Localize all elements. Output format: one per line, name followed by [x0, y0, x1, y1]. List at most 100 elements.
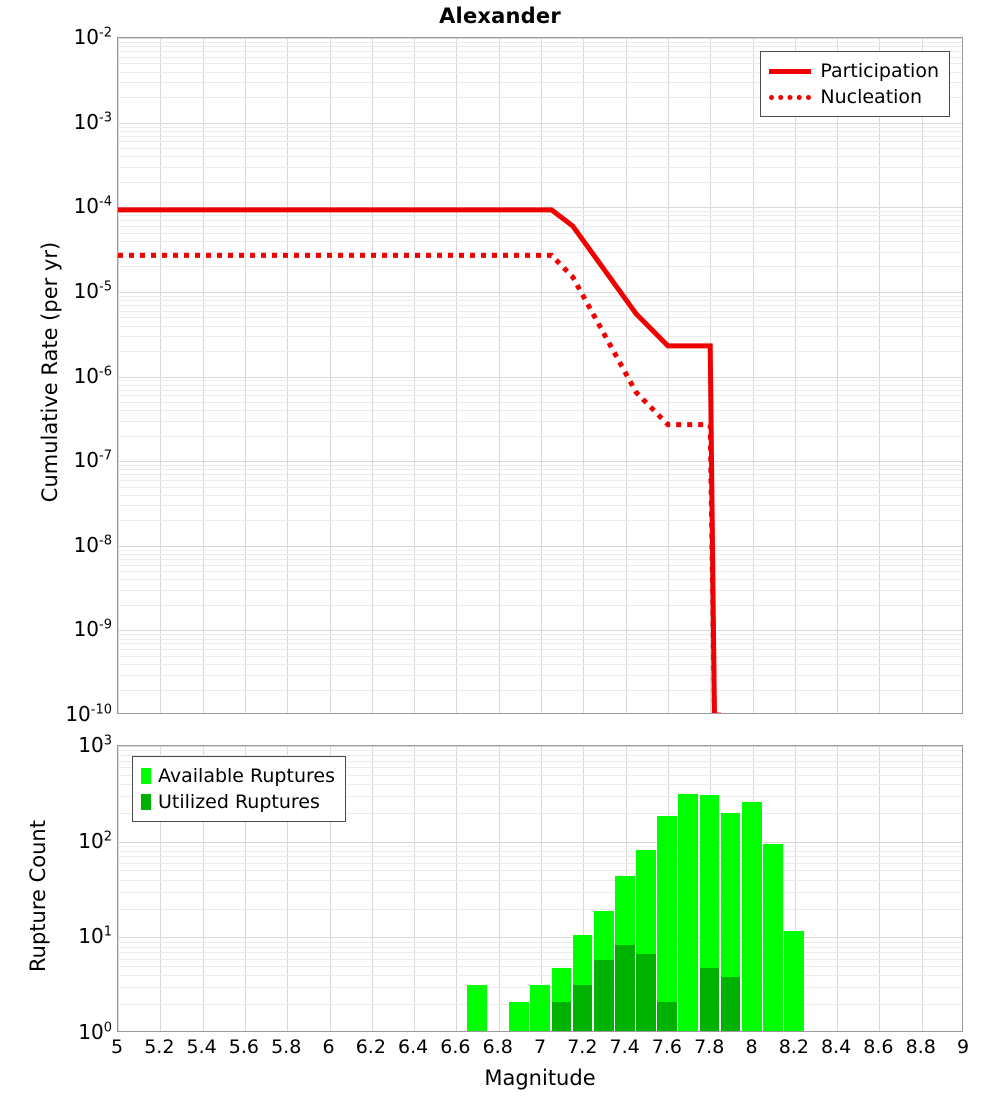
top-legend: Participation Nucleation — [760, 51, 950, 117]
legend-item-utilized-ruptures[interactable]: Utilized Ruptures — [141, 789, 335, 815]
gridline-horizontal-minor — [118, 71, 962, 73]
histogram-bar-available — [741, 801, 762, 1031]
histogram-bar-available — [636, 850, 656, 1031]
gridline-horizontal-minor — [118, 634, 962, 636]
gridline-horizontal-minor — [118, 435, 962, 437]
series-nucleation — [118, 252, 721, 713]
gridline-horizontal-minor — [118, 166, 962, 168]
bottom-y-ticks: 103 102 101 100 — [0, 0, 112, 1100]
gridline-horizontal-major — [118, 630, 962, 632]
available-swatch-icon — [141, 768, 151, 784]
gridline-vertical — [202, 38, 204, 713]
histogram-bar-available — [678, 794, 699, 1031]
utilized-swatch-icon — [141, 794, 151, 810]
gridline-horizontal-minor — [118, 63, 962, 65]
legend-item-nucleation[interactable]: Nucleation — [769, 84, 939, 110]
gridline-vertical — [583, 746, 585, 1031]
gridline-horizontal-minor — [118, 879, 962, 881]
series-participation — [118, 207, 721, 713]
gridline-horizontal-minor — [118, 549, 962, 551]
histogram-bar-utilized — [551, 1002, 572, 1031]
y-tick-label: 10-5 — [73, 278, 112, 303]
histogram-bar-utilized — [636, 953, 656, 1031]
histogram-bar-available — [466, 985, 487, 1031]
y-tick-label: 10-8 — [73, 532, 112, 557]
gridline-vertical — [498, 38, 500, 713]
gridline-vertical — [879, 746, 881, 1031]
legend-label-participation: Participation — [820, 60, 939, 82]
gridline-horizontal-minor — [118, 952, 962, 954]
histogram-bar-available — [551, 967, 572, 1031]
gridline-vertical — [667, 38, 669, 713]
gridline-vertical — [287, 746, 289, 1031]
x-tick-label: 8.8 — [905, 1036, 936, 1058]
gridline-horizontal-minor — [118, 220, 962, 222]
gridline-horizontal-major — [118, 841, 962, 843]
gridline-horizontal-minor — [118, 389, 962, 391]
gridline-vertical — [118, 746, 119, 1031]
histogram-bar-available — [657, 816, 677, 1031]
gridline-horizontal-minor — [118, 410, 962, 412]
page-title: Alexander — [439, 4, 561, 28]
legend-item-participation[interactable]: Participation — [769, 58, 939, 84]
gridline-horizontal-minor — [118, 46, 962, 48]
gridline-horizontal-minor — [118, 226, 962, 228]
gridline-vertical — [118, 38, 119, 713]
gridline-horizontal-major — [118, 461, 962, 463]
legend-label-utilized: Utilized Ruptures — [158, 791, 320, 813]
gridline-horizontal-minor — [118, 474, 962, 476]
gridline-horizontal-minor — [118, 846, 962, 848]
gridline-vertical — [541, 38, 542, 713]
gridline-horizontal-minor — [118, 643, 962, 645]
x-tick-label: 6.6 — [440, 1036, 471, 1058]
x-tick-label: 9 — [956, 1036, 970, 1058]
gridline-horizontal-major — [118, 38, 962, 39]
gridline-vertical — [794, 38, 796, 713]
x-tick-label: 8.2 — [778, 1036, 809, 1058]
histogram-bar-available — [763, 844, 783, 1031]
histogram-bar-available — [784, 931, 804, 1031]
gridline-horizontal-minor — [118, 130, 962, 132]
y-tick-label: 100 — [78, 1020, 112, 1044]
gridline-horizontal-minor — [118, 266, 962, 268]
legend-item-available-ruptures[interactable]: Available Ruptures — [141, 763, 335, 789]
gridline-horizontal-major — [118, 746, 962, 747]
histogram-bar-utilized — [699, 967, 720, 1031]
histogram-bar-available — [530, 985, 551, 1031]
gridline-horizontal-minor — [118, 850, 962, 852]
gridline-horizontal-minor — [118, 336, 962, 338]
histogram-bar-utilized — [657, 1002, 677, 1031]
gridline-horizontal-minor — [118, 479, 962, 481]
histogram-bar-available — [572, 935, 593, 1031]
gridline-vertical — [541, 746, 542, 1031]
gridline-horizontal-minor — [118, 946, 962, 948]
gridline-vertical — [329, 746, 331, 1031]
x-tick-label: 8.4 — [820, 1036, 852, 1058]
gridline-horizontal-minor — [118, 304, 962, 306]
x-tick-label: 7.6 — [651, 1036, 682, 1058]
gridline-horizontal-minor — [118, 56, 962, 58]
gridline-vertical — [837, 38, 839, 713]
nucleation-line-icon — [769, 94, 812, 100]
gridline-horizontal-minor — [118, 862, 962, 864]
gridline-horizontal-minor — [118, 908, 962, 910]
gridline-horizontal-major — [118, 122, 962, 124]
top-series-layer — [118, 207, 721, 713]
gridline-vertical — [160, 38, 162, 713]
y-tick-label: 10-2 — [73, 25, 112, 49]
gridline-horizontal-minor — [118, 649, 962, 651]
participation-line-icon — [769, 68, 812, 74]
gridline-horizontal-minor — [118, 856, 962, 858]
gridline-horizontal-minor — [118, 941, 962, 943]
bottom-y-axis-title: Rupture Count — [26, 820, 50, 972]
gridline-horizontal-minor — [118, 812, 962, 814]
gridline-vertical — [414, 746, 416, 1031]
gridline-horizontal-minor — [118, 579, 962, 581]
gridline-horizontal-minor — [118, 97, 962, 99]
gridline-vertical — [456, 746, 458, 1031]
gridline-vertical — [244, 38, 246, 713]
bottom-legend: Available Ruptures Utilized Ruptures — [132, 756, 346, 822]
x-tick-label: 7 — [533, 1036, 547, 1058]
histogram-bar-utilized — [593, 960, 614, 1031]
